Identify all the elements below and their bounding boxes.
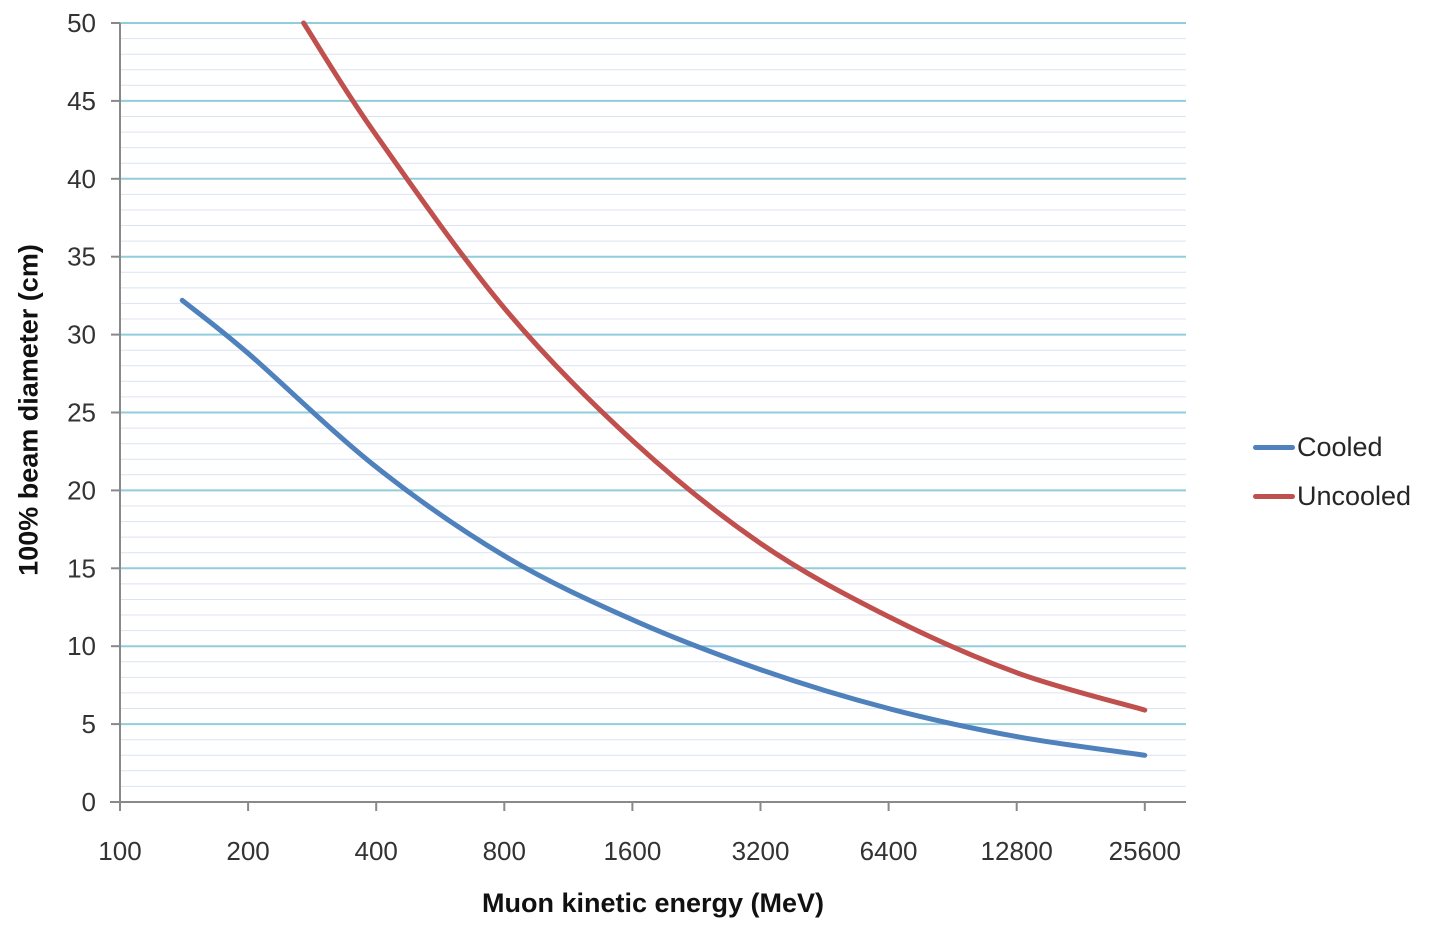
x-tick-label: 400	[355, 836, 398, 866]
legend-line-cooled-icon	[1253, 444, 1295, 450]
y-tick-label: 30	[67, 320, 96, 350]
x-tick-label: 3200	[732, 836, 790, 866]
axes: 0 5 10 15 20 25 30 35 40 45 50 100 200 400 800 1600 3200…	[67, 8, 1186, 866]
y-tick-label: 20	[67, 475, 96, 505]
legend-item-uncooled: Uncooled	[1253, 480, 1412, 511]
legend-item-cooled: Cooled	[1253, 431, 1411, 462]
x-tick-label: 1600	[603, 836, 661, 866]
legend-line-uncooled-icon	[1253, 493, 1295, 499]
y-tick-label: 15	[67, 553, 96, 583]
y-tick-label: 5	[82, 709, 96, 739]
y-tick-label: 0	[82, 787, 96, 817]
x-tick-label: 25600	[1109, 836, 1181, 866]
y-tick-label: 25	[67, 398, 96, 428]
minor-gridlines	[120, 38, 1186, 787]
x-axis-title: Muon kinetic energy (MeV)	[481, 888, 825, 918]
series-line-uncooled	[301, 20, 1148, 713]
y-tick-label: 45	[67, 86, 96, 116]
y-tick-label: 40	[67, 164, 96, 194]
x-tick-label: 6400	[860, 836, 918, 866]
legend-label-uncooled: Uncooled	[1297, 480, 1412, 511]
major-gridlines	[120, 22, 1186, 726]
y-tick-label: 10	[67, 631, 96, 661]
series-line-cooled	[179, 297, 1148, 758]
legend: Cooled Uncooled	[1253, 431, 1412, 531]
y-tick-label: 35	[67, 242, 96, 272]
y-tick-label: 50	[67, 8, 96, 38]
x-tick-label: 800	[483, 836, 526, 866]
x-tick-label: 200	[226, 836, 269, 866]
legend-label-cooled: Cooled	[1297, 431, 1383, 462]
x-tick-label: 100	[98, 836, 141, 866]
series-lines	[179, 20, 1148, 758]
y-axis-title: 100% beam diameter (cm)	[13, 244, 44, 576]
x-tick-label: 12800	[981, 836, 1053, 866]
